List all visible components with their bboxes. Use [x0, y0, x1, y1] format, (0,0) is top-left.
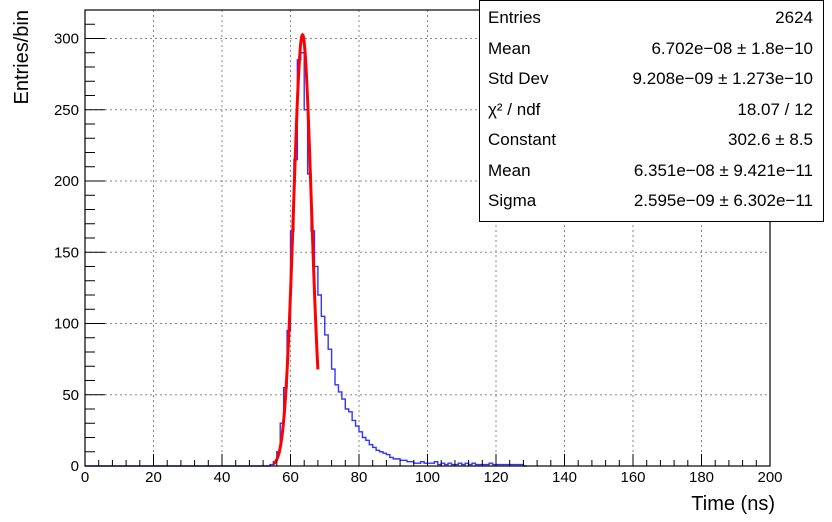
stats-value: 302.6 ± 8.5: [728, 130, 813, 149]
y-tick-labels: 0 50 100 150 200 250 300: [54, 31, 79, 476]
stats-value: 2.595e−09 ± 6.302e−11: [633, 191, 813, 210]
x-tick-label: 160: [620, 469, 645, 486]
gaussian-fit-series: [272, 32, 320, 466]
x-tick-label: 0: [81, 469, 89, 486]
stats-value: 6.351e−08 ± 9.421e−11: [633, 160, 813, 180]
stats-label: Mean: [488, 160, 531, 180]
stats-value: 9.208e−09 ± 1.273e−10: [632, 69, 813, 88]
stats-row: Mean 6.702e−08 ± 1.8e−10: [480, 35, 823, 62]
gaussian-fit-curve: [272, 32, 320, 466]
y-axis-title: Entries/bin: [11, 10, 33, 105]
x-tick-label: 140: [552, 469, 577, 486]
stats-row: Mean 6.351e−08 ± 9.421e−11: [480, 157, 823, 184]
axis-ticks: [84, 23, 771, 467]
stats-label: Std Dev: [488, 69, 549, 88]
x-tick-label: 60: [282, 469, 299, 486]
stats-label: Constant: [488, 130, 557, 149]
x-tick-label: 120: [483, 469, 508, 486]
stats-row: Entries 2624: [480, 4, 823, 31]
x-tick-label: 200: [757, 469, 782, 486]
y-tick-label: 150: [54, 244, 79, 261]
stats-row: Constant 302.6 ± 8.5: [480, 126, 823, 153]
x-tick-label: 80: [351, 469, 368, 486]
stats-value: 2624: [775, 8, 813, 27]
y-tick-label: 100: [54, 316, 79, 333]
stats-value: 18.07 / 12: [737, 99, 813, 119]
x-axis-title: Time (ns): [691, 493, 775, 515]
x-tick-label: 20: [145, 469, 162, 486]
x-tick-label: 100: [415, 469, 440, 486]
y-tick-label: 250: [54, 102, 79, 119]
histogram-outline: [85, 52, 527, 467]
x-tick-labels: 0 20 40 60 80 100 120 140 160 180 200: [81, 469, 783, 486]
x-tick-label: 40: [214, 469, 231, 486]
stats-row: Sigma 2.595e−09 ± 6.302e−11: [480, 187, 823, 214]
stats-value: 6.702e−08 ± 1.8e−10: [651, 38, 813, 58]
stats-label: Mean: [488, 38, 531, 58]
x-tick-label: 180: [689, 469, 714, 486]
stats-label: χ² / ndf: [488, 99, 541, 119]
y-tick-label: 300: [54, 31, 79, 48]
stats-row: Std Dev 9.208e−09 ± 1.273e−10: [480, 65, 823, 92]
y-tick-label: 50: [62, 387, 79, 404]
stats-label: Sigma: [488, 191, 537, 210]
histogram-series: [85, 52, 527, 467]
stats-box: Entries 2624 Mean 6.702e−08 ± 1.8e−10 Std De…: [479, 0, 824, 222]
y-tick-label: 200: [54, 173, 79, 190]
y-tick-label: 0: [71, 458, 79, 475]
stats-label: Entries: [488, 8, 541, 27]
stats-row: χ² / ndf 18.07 / 12: [480, 96, 823, 123]
